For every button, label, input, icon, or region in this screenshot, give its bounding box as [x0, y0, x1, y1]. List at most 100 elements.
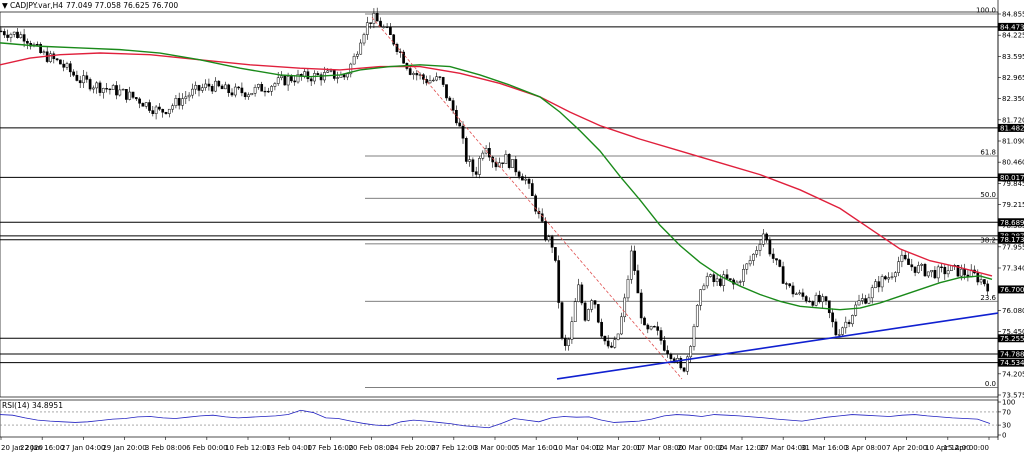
bull-candle: [273, 83, 277, 87]
price-tick-label: 79.845: [1002, 180, 1024, 188]
time-tick-label: 6 Feb 00:00: [186, 444, 227, 452]
bull-candle: [893, 272, 897, 278]
bull-candle: [247, 94, 250, 98]
rsi-tick-label: 0: [1002, 432, 1006, 440]
price-tick-label: 83.595: [1002, 53, 1024, 61]
bull-candle: [468, 159, 471, 162]
bear-candle: [39, 43, 42, 54]
bull-candle: [336, 77, 339, 79]
bull-candle: [49, 53, 52, 62]
bear-candle: [445, 84, 448, 99]
bear-candle: [385, 26, 389, 28]
bull-candle: [428, 80, 432, 84]
bull-candle: [689, 346, 693, 358]
bear-candle: [75, 74, 79, 81]
bear-candle: [679, 358, 683, 369]
bear-candle: [976, 272, 980, 283]
bear-candle: [392, 34, 396, 45]
bear-candle: [557, 260, 561, 303]
bear-candle: [768, 239, 772, 255]
bear-candle: [408, 68, 412, 75]
bear-candle: [415, 73, 419, 76]
bear-candle: [791, 285, 795, 295]
rsi-header-label: RSI(14) 34.8951: [2, 401, 63, 410]
bull-candle: [296, 73, 300, 83]
bull-candle: [629, 250, 633, 280]
bear-candle: [6, 34, 9, 38]
bull-candle: [798, 292, 801, 295]
bull-candle: [224, 84, 227, 90]
chart-header: ▼ CADJPY.var,H4 77.049 77.058 76.625 76.…: [2, 1, 178, 10]
bear-candle: [963, 268, 966, 276]
bear-candle: [544, 221, 547, 241]
bull-candle: [174, 98, 178, 106]
bear-candle: [375, 13, 379, 22]
bear-candle: [603, 335, 607, 342]
fib-level-label: 0.0: [985, 380, 996, 388]
bear-candle: [534, 195, 537, 212]
bear-candle: [230, 92, 234, 96]
price-tick-label: 77.340: [1002, 265, 1024, 273]
bear-candle: [210, 85, 214, 92]
candles: [0, 7, 990, 375]
price-tick-label: 82.965: [1002, 74, 1024, 82]
menu-triangle-icon[interactable]: ▼: [2, 1, 8, 10]
bull-candle: [121, 89, 125, 91]
bull-candle: [748, 260, 752, 265]
bull-candle: [204, 83, 207, 88]
bull-candle: [504, 154, 508, 164]
bear-candle: [217, 80, 221, 87]
bear-candle: [461, 125, 465, 139]
bear-candle: [72, 71, 75, 76]
price-tick-label: 84.225: [1002, 32, 1024, 40]
bear-candle: [141, 103, 145, 107]
bear-candle: [643, 317, 646, 326]
bear-candle: [666, 350, 669, 355]
bear-candle: [0, 30, 3, 33]
bull-candle: [191, 88, 194, 96]
level-tag-box: [998, 334, 1024, 343]
time-tick-label: 17 Mar 08:00: [636, 444, 683, 452]
bear-candle: [290, 76, 293, 82]
bear-candle: [913, 266, 917, 273]
bull-candle: [887, 277, 891, 280]
bear-candle: [940, 266, 943, 268]
bear-candle: [785, 283, 788, 285]
bear-candle: [712, 274, 716, 283]
bear-candle: [138, 98, 141, 104]
bear-candle: [530, 183, 534, 197]
bull-candle: [851, 315, 854, 325]
bull-candle: [709, 274, 712, 277]
time-tick-label: 20 Feb 08:00: [349, 444, 395, 452]
bear-candle: [907, 258, 910, 265]
price-tick-label: 77.955: [1002, 243, 1024, 251]
bear-candle: [207, 83, 211, 87]
price-tick-label: 81.090: [1002, 138, 1024, 146]
time-tick-label: 13 Feb 04:00: [266, 444, 312, 452]
time-tick-label: 27 Jan 04:00: [61, 444, 105, 452]
bear-candle: [775, 258, 778, 261]
bull-candle: [200, 87, 204, 91]
price-tick-label: 73.575: [1002, 392, 1024, 400]
bull-candle: [742, 268, 745, 282]
bear-candle: [177, 98, 181, 106]
bear-candle: [342, 74, 346, 78]
bull-candle: [82, 75, 85, 84]
bull-candle: [187, 94, 191, 98]
level-tag-label: 80.017: [1000, 174, 1024, 182]
bull-candle: [171, 105, 174, 110]
bear-candle: [933, 269, 937, 279]
bear-candle: [824, 296, 828, 302]
time-tick-label: 10 Feb 12:00: [225, 444, 271, 452]
bear-candle: [639, 292, 643, 319]
time-tick-label: 7 Apr 20:00: [886, 444, 927, 452]
bear-candle: [243, 92, 247, 98]
bull-candle: [570, 321, 574, 340]
price-tick-label: 82.350: [1002, 95, 1024, 103]
level-tag-label: 74.788: [1000, 351, 1024, 359]
level-tag-box: [998, 358, 1024, 367]
time-tick-label: 10 Mar 04:00: [554, 444, 601, 452]
time-tick-label: 27 Feb 12:00: [431, 444, 477, 452]
fib-level-label: 50.0: [980, 191, 996, 199]
